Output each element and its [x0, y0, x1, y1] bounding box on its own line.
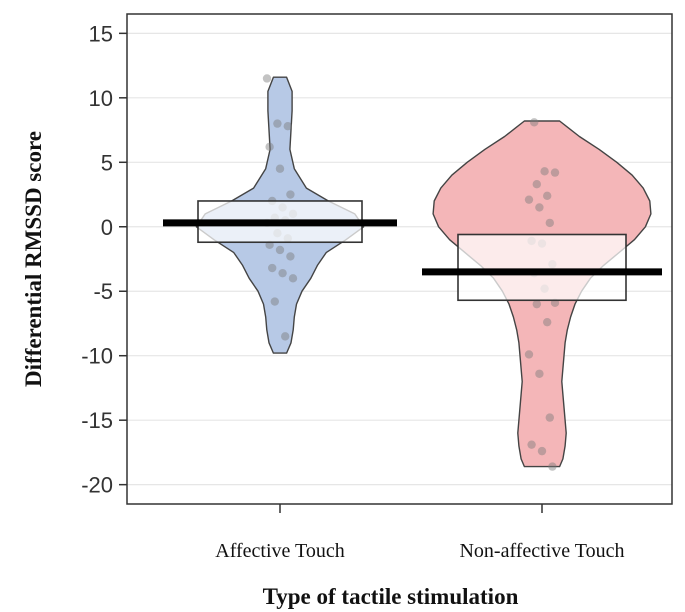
data-point [278, 268, 287, 278]
data-point [535, 203, 544, 212]
data-point [545, 413, 554, 422]
data-point [543, 191, 552, 201]
y-tick-label: -10 [81, 344, 113, 369]
y-axis: 15 10 5 0 -5 -10 -15 -20 [81, 21, 127, 498]
plot-frame [126, 13, 673, 505]
y-tick-label: -15 [81, 408, 113, 433]
data-point [543, 317, 552, 327]
data-point [275, 245, 285, 255]
y-tick-label: 0 [101, 215, 113, 240]
data-point [524, 350, 534, 359]
data-point [524, 195, 534, 204]
data-point [548, 462, 557, 471]
y-tick-label: 15 [89, 21, 113, 46]
data-point [545, 218, 554, 228]
y-tick-label: -20 [81, 473, 113, 498]
data-point [535, 369, 544, 378]
y-tick-label: 10 [89, 86, 113, 111]
inference-boxes [197, 200, 627, 302]
data-point [537, 446, 547, 456]
data-point [281, 332, 290, 341]
data-point [286, 190, 295, 199]
data-point [283, 121, 292, 131]
x-axis-title: Type of tactile stimulation [263, 584, 519, 609]
data-point [286, 252, 295, 261]
x-axis: Affective Touch Non-affective Touch [215, 504, 625, 562]
data-point [273, 119, 282, 128]
x-category-label: Non-affective Touch [459, 540, 624, 562]
data-point [550, 168, 560, 177]
data-point [530, 118, 539, 127]
y-tick-label: -5 [93, 279, 113, 304]
data-point [540, 167, 549, 176]
data-point [275, 164, 285, 173]
data-point [532, 299, 541, 309]
data-point [270, 297, 279, 306]
y-axis-title: Differential RMSSD score [21, 131, 46, 387]
data-point [262, 74, 272, 83]
mean-lines [163, 219, 662, 276]
inference-box [457, 233, 627, 302]
data-point [527, 440, 536, 449]
data-point [265, 142, 274, 152]
y-tick-label: 5 [101, 150, 113, 175]
data-point [532, 180, 541, 189]
data-point [288, 274, 298, 283]
data-point [268, 263, 277, 273]
x-category-label: Affective Touch [215, 540, 344, 562]
